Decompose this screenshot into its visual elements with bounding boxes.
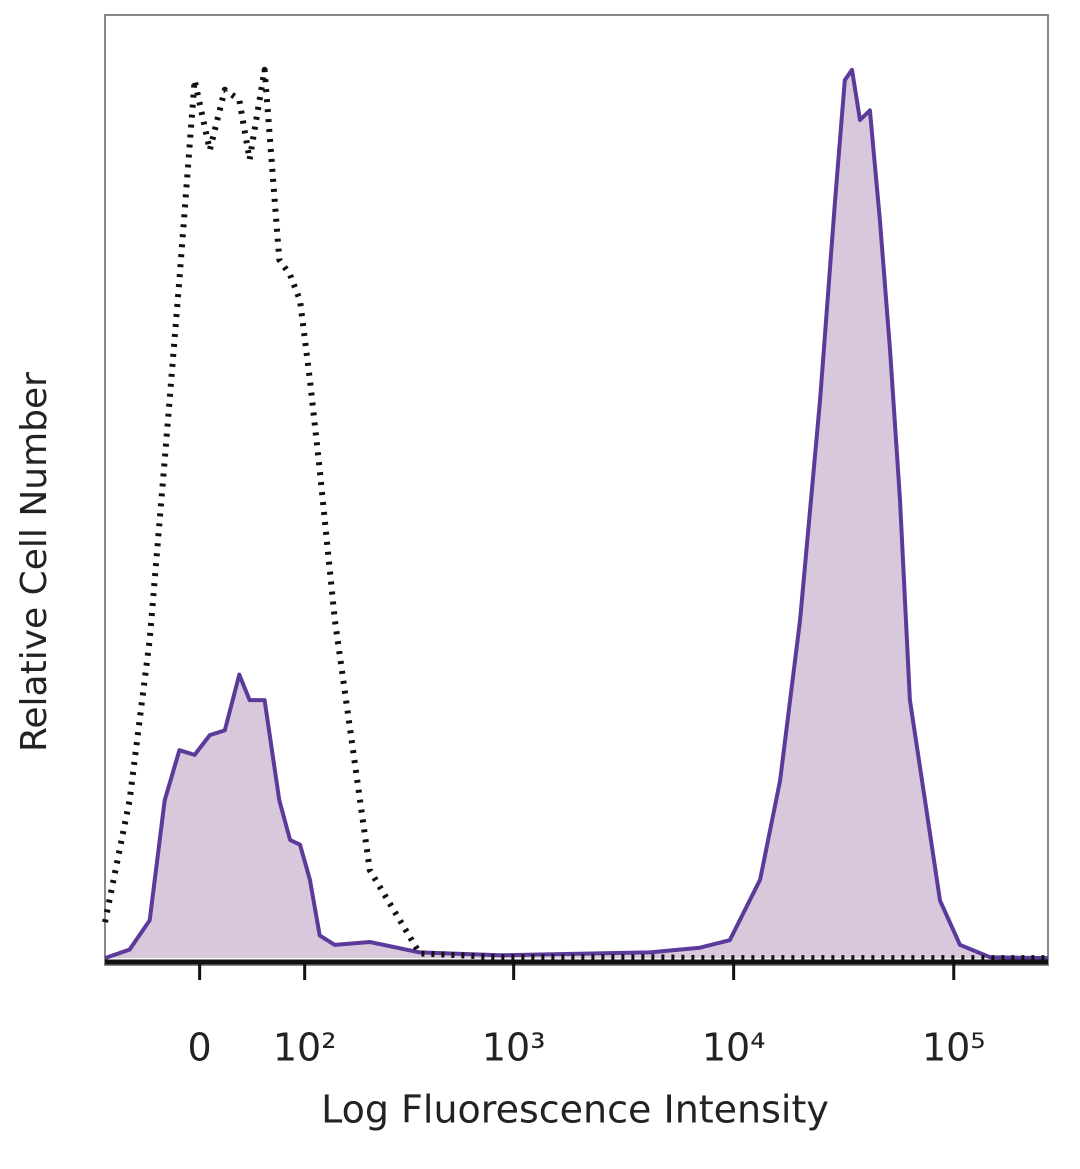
- stained-histogram: [104, 67, 1049, 961]
- x-tick-label: 10²: [273, 1026, 337, 1070]
- x-tick-label: 10⁴: [702, 1026, 766, 1070]
- x-tick-label: 10⁵: [922, 1026, 986, 1070]
- x-tick-label: 0: [188, 1026, 212, 1070]
- plot-frame: [104, 14, 1049, 966]
- x-tick-label: 10³: [482, 1026, 546, 1070]
- y-axis-label: Relative Cell Number: [14, 372, 55, 752]
- control-histogram: [102, 66, 1048, 962]
- x-axis-label: Log Fluorescence Intensity: [321, 1088, 829, 1132]
